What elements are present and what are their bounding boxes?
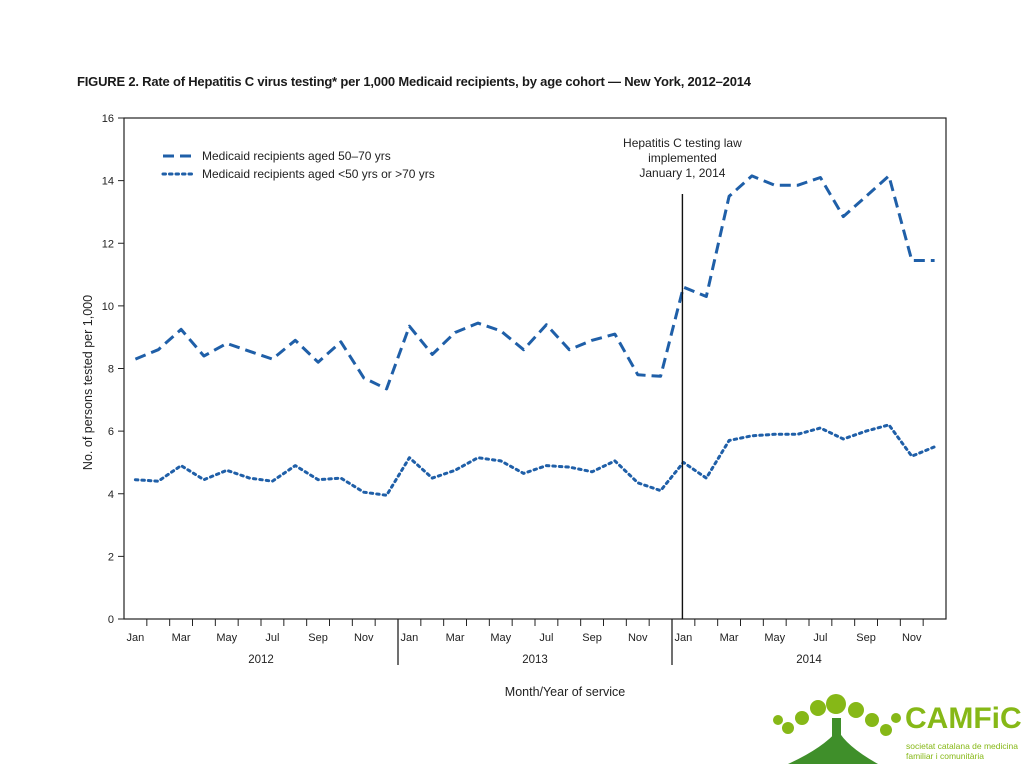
plot-frame <box>123 117 947 620</box>
x-tick-label: Sep <box>856 632 876 644</box>
logo-name: CAMFiC <box>905 702 1022 735</box>
x-tick-label: Jul <box>813 632 827 644</box>
x-tick-label: Jan <box>401 632 419 644</box>
x-axis-ticks: Jan Mar May Jul Sep Nov Jan Mar May Jul Sep Nov Jan M… <box>127 619 924 644</box>
plot-border <box>123 117 947 620</box>
y-tick-label: 0 <box>108 614 114 626</box>
annotation: Hepatitis C testing lawimplementedJanuar… <box>623 136 742 619</box>
series-line-2 <box>133 423 937 497</box>
x-tick-label: May <box>764 632 785 644</box>
x-tick-label: Jul <box>265 632 279 644</box>
x-tick-label: May <box>216 632 237 644</box>
x-tick-label: Jul <box>539 632 553 644</box>
year-labels: 2012 2013 2014 <box>248 619 822 666</box>
series-layer <box>133 174 937 497</box>
y-tick-label: 4 <box>108 489 114 501</box>
y-tick-label: 10 <box>102 301 114 313</box>
y-tick-label: 6 <box>108 426 114 438</box>
x-tick-label: Nov <box>628 632 648 644</box>
x-tick-label: Mar <box>720 632 739 644</box>
x-tick-label: Nov <box>354 632 374 644</box>
year-label: 2013 <box>522 654 548 666</box>
camfic-logo: CAMFiC societat catalana de medicina fam… <box>768 690 1024 768</box>
line-chart: 0 2 4 6 8 10 12 14 16 Jan Mar May Jul Sep Nov Jan Mar Ma… <box>81 113 947 699</box>
x-axis-title: Month/Year of service <box>505 685 625 699</box>
x-tick-label: Mar <box>446 632 465 644</box>
year-label: 2014 <box>796 654 822 666</box>
y-tick-label: 2 <box>108 551 114 563</box>
logo-subtitle: societat catalana de medicina familiar i… <box>906 741 1018 761</box>
y-axis-title: No. of persons tested per 1,000 <box>81 295 95 470</box>
annotation-text: January 1, 2014 <box>639 166 725 180</box>
legend: Medicaid recipients aged 50–70 yrs Medica… <box>161 149 435 181</box>
x-tick-label: May <box>490 632 511 644</box>
x-tick-label: Nov <box>902 632 922 644</box>
tree-icon <box>773 694 901 764</box>
y-tick-label: 16 <box>102 113 114 125</box>
x-tick-label: Jan <box>127 632 145 644</box>
year-label: 2012 <box>248 654 274 666</box>
legend-label-2: Medicaid recipients aged <50 yrs or >70 … <box>202 167 435 181</box>
x-tick-label: Mar <box>172 632 191 644</box>
x-tick-label: Sep <box>582 632 602 644</box>
legend-label-1: Medicaid recipients aged 50–70 yrs <box>202 149 391 163</box>
y-tick-label: 12 <box>102 238 114 250</box>
x-tick-label: Jan <box>675 632 693 644</box>
figure-title: FIGURE 2. Rate of Hepatitis C virus test… <box>77 74 751 89</box>
annotation-text: implemented <box>648 151 717 165</box>
y-axis-ticks: 0 2 4 6 8 10 12 14 16 <box>102 113 124 626</box>
series-line-1 <box>134 174 935 391</box>
annotation-text: Hepatitis C testing law <box>623 136 742 150</box>
y-tick-label: 14 <box>102 176 114 188</box>
x-tick-label: Sep <box>308 632 328 644</box>
y-tick-label: 8 <box>108 364 114 376</box>
